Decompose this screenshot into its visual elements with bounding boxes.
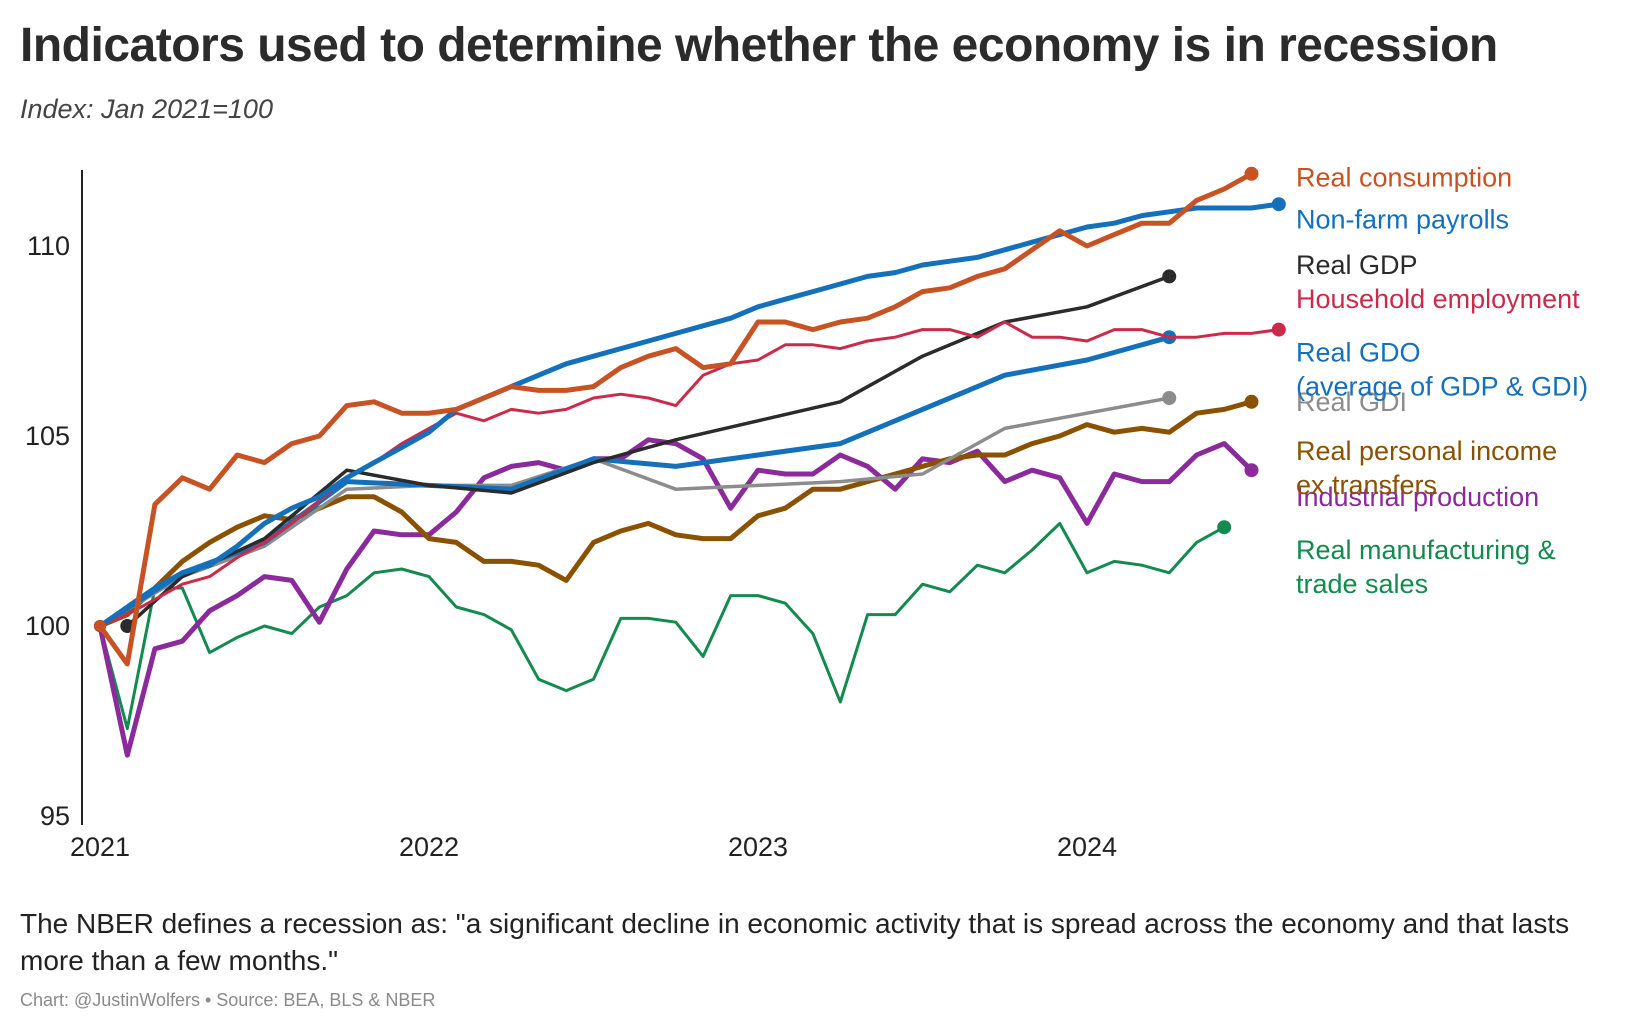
series-line-household-employment [98,320,1281,628]
y-tick-label-105: 105 [25,421,70,451]
series-label-real-gdi: Real GDI [1296,387,1407,417]
series-lines [94,166,1286,758]
series-label-line: (average of GDP & GDI) [1296,371,1588,401]
series-line-real-gdi [98,396,1172,628]
series-label-line: Real GDI [1296,387,1407,417]
series-label-line: Real GDO [1296,337,1421,367]
series-end-marker-real-personal-income-ex-transfers [1244,394,1259,409]
series-end-marker-industrial-production [1244,463,1259,478]
series-start-point-real-consumption [94,620,106,632]
series-end-marker-real-manufacturing-trade-sales [1217,520,1232,535]
series-label-real-gdp: Real GDP [1296,250,1418,280]
footnote: The NBER defines a recession as: "a sign… [20,908,1570,976]
x-tick-label-2022: 2022 [399,832,459,862]
series-label-line: Real GDP [1296,250,1418,280]
series-label-household-employment: Household employment [1296,284,1580,314]
line-chart: 95 100 105 110 2021 2022 2023 2024 Real manufa… [25,163,1588,862]
series-end-marker-household-employment [1271,322,1286,337]
series-line-industrial-production [97,437,1254,758]
series-end-marker-non-farm-payrolls [1271,197,1286,212]
series-end-marker-real-consumption [1244,166,1259,181]
series-label-line: trade sales [1296,569,1428,599]
series-line-real-gdp [125,274,1172,628]
y-axis-ticks: 95 100 105 110 [25,231,70,831]
chart-title: Indicators used to determine whether the… [20,19,1498,72]
series-label-real-personal-income-ex-transfers: Real personal income ex transfers [1296,436,1557,500]
series-label-real-gdo: Real GDO (average of GDP & GDI) [1296,337,1588,401]
series-label-line: Household employment [1296,284,1580,314]
y-tick-label-100: 100 [25,611,70,641]
x-tick-label-2021: 2021 [70,832,130,862]
series-end-marker-real-gdi [1162,391,1177,405]
series-line-real-consumption [97,171,1254,667]
y-tick-label-110: 110 [27,231,70,261]
series-label-line: Real personal income [1296,436,1557,466]
series-end-marker-real-gdp [1162,269,1177,284]
series-label-non-farm-payrolls: Non-farm payrolls [1296,204,1509,234]
series-label-industrial-production: Industrial production [1296,482,1539,512]
x-axis-ticks: 2021 2022 2023 2024 [70,832,1117,862]
y-tick-label-95: 95 [40,801,70,831]
x-tick-label-2023: 2023 [728,832,788,862]
series-labels: Real manufacturing & trade sales Industria… [1296,163,1588,599]
series-label-line: ex transfers [1296,470,1437,500]
series-label-line: Industrial production [1296,482,1539,512]
source-credit: Chart: @JustinWolfers • Source: BEA, BLS… [20,990,436,1010]
series-label-real-manufacturing-trade-sales: Real manufacturing & trade sales [1296,535,1556,599]
series-label-line: Real consumption [1296,163,1512,193]
series-line-non-farm-payrolls [97,201,1282,629]
series-line-real-manufacturing-trade-sales [98,521,1226,731]
x-tick-label-2024: 2024 [1057,832,1117,862]
chart-subtitle: Index: Jan 2021=100 [20,94,273,124]
series-label-line: Real manufacturing & [1296,535,1556,565]
series-label-line: Non-farm payrolls [1296,204,1509,234]
series-label-real-consumption: Real consumption [1296,163,1512,193]
